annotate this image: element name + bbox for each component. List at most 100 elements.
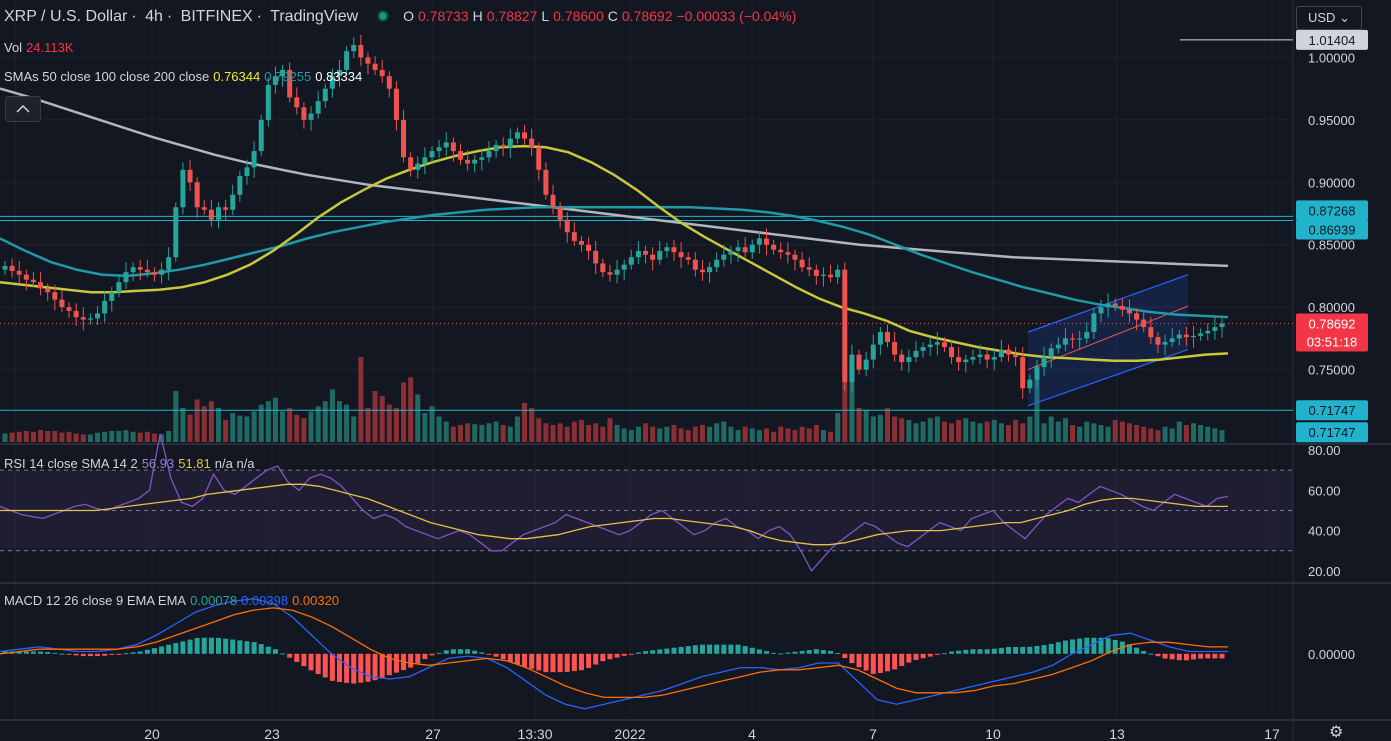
time-tick-label: 17 <box>1264 726 1280 741</box>
volume-bar <box>899 418 905 442</box>
candle-body <box>1048 348 1054 358</box>
volume-bar <box>1027 416 1033 442</box>
macd-histogram-bar <box>685 646 691 654</box>
macd-histogram-bar <box>963 649 969 654</box>
candle-body <box>258 119 264 152</box>
ohlc-readout: O 0.78733 H 0.78827 L 0.78600 C 0.78692 −0.00033… <box>403 8 797 24</box>
rsi-tick-label: 20.00 <box>1308 564 1341 579</box>
volume-bar <box>941 421 947 442</box>
price-tag-4: 0.71747 <box>1309 403 1356 418</box>
volume-bar <box>1070 425 1076 442</box>
candle-body <box>1112 303 1118 306</box>
macd-histogram-bar <box>920 653 926 659</box>
candle-body <box>45 288 51 293</box>
volume-bar <box>1105 426 1111 442</box>
volume-bar <box>329 389 335 442</box>
candle-body <box>194 182 200 208</box>
volume-bar <box>820 430 826 442</box>
macd-histogram-bar <box>52 652 58 654</box>
macd-histogram-bar <box>322 653 328 678</box>
symbol-label[interactable]: XRP / U.S. Dollar <box>4 8 128 25</box>
macd-histogram-bar <box>123 653 129 655</box>
macd-histogram-bar <box>1013 646 1019 654</box>
macd-histogram-bar <box>1027 646 1033 654</box>
chevron-down-icon: ⌄ <box>1339 10 1350 25</box>
time-tick-label: 2022 <box>614 726 645 741</box>
macd-histogram-bar <box>358 653 364 683</box>
candle-body <box>38 282 44 289</box>
volume-bar <box>657 428 663 442</box>
volume-bar <box>1155 430 1161 442</box>
sma50-line <box>0 144 1229 363</box>
macd-histogram-bar <box>408 653 414 668</box>
macd-histogram-bar <box>379 653 385 678</box>
macd-histogram-bar <box>422 653 428 660</box>
settings-gear-icon[interactable]: ⚙ <box>1329 724 1344 741</box>
macd-histogram-bar <box>856 653 862 668</box>
price-tag-2: 0.87268 <box>1309 203 1356 218</box>
candle-body <box>771 244 777 250</box>
candle-body <box>870 344 876 360</box>
volume-bar <box>137 432 143 442</box>
macd-histogram-bar <box>778 653 784 655</box>
candle-body <box>1134 313 1140 320</box>
candle-body <box>557 207 563 220</box>
candle-body <box>892 342 898 355</box>
rsi-tick-label: 40.00 <box>1308 524 1341 539</box>
volume-bar <box>1041 423 1047 442</box>
volume-bar <box>1034 365 1040 442</box>
macd-histogram-bar <box>151 648 157 654</box>
volume-bar <box>749 428 755 442</box>
volume-bar <box>614 425 620 442</box>
macd-histogram-bar <box>578 653 584 671</box>
macd-histogram-bar <box>315 653 321 675</box>
candle-body <box>991 357 997 360</box>
price-tag-4-bg <box>1296 400 1368 421</box>
interval-label[interactable]: 4h <box>145 8 163 25</box>
candle-body <box>1041 357 1047 368</box>
volume-bar <box>650 426 656 442</box>
candle-body <box>436 147 442 152</box>
candle-body <box>792 254 798 260</box>
volume-bar <box>2 433 8 442</box>
volume-bar <box>493 421 499 442</box>
macd-histogram-bar <box>1169 653 1175 660</box>
volume-bar <box>842 363 848 442</box>
candle-body <box>80 317 86 320</box>
macd-histogram-bar <box>1212 653 1218 659</box>
candle-body <box>358 44 364 58</box>
macd-histogram-bar <box>23 651 29 654</box>
candle-body <box>244 167 250 177</box>
volume-bar <box>685 430 691 442</box>
candle-body <box>187 169 193 183</box>
macd-histogram-bar <box>16 651 22 654</box>
macd-histogram-bar <box>934 653 940 655</box>
candle-body <box>949 347 955 358</box>
candle-body <box>877 332 883 345</box>
volume-bar <box>984 421 990 442</box>
candle-body <box>778 249 784 253</box>
macd-histogram-bar <box>792 651 798 654</box>
candle-body <box>1141 319 1147 328</box>
candle-body <box>216 207 222 220</box>
volume-bar <box>73 433 79 442</box>
chevron-up-icon <box>16 104 30 113</box>
candle-body <box>514 132 520 139</box>
collapse-legend-button[interactable] <box>5 96 41 122</box>
rsi-sma-line <box>0 483 1228 546</box>
macd-histogram-bar <box>586 653 592 668</box>
candle-body <box>472 159 478 164</box>
macd-histogram-bar <box>443 650 449 654</box>
macd-histogram-bar <box>465 649 471 654</box>
volume-bar <box>813 425 819 442</box>
macd-histogram-bar <box>956 650 962 654</box>
volume-bar <box>543 423 549 442</box>
volume-bar <box>422 413 428 442</box>
candle-body <box>963 359 969 363</box>
macd-histogram-bar <box>828 650 834 654</box>
macd-histogram-bar <box>536 653 542 671</box>
candle-body <box>635 250 641 258</box>
currency-selector[interactable]: USD ⌄ <box>1296 6 1362 30</box>
macd-histogram-bar <box>280 653 286 655</box>
